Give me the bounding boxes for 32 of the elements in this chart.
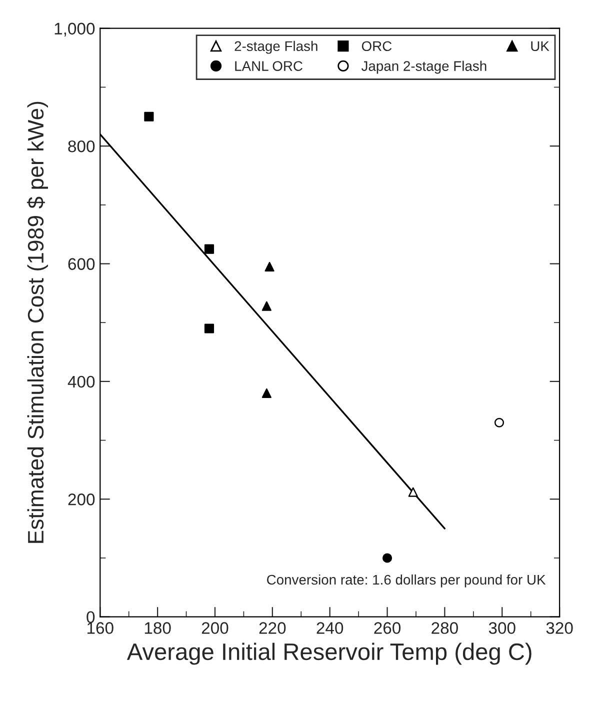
legend-label: 2-stage Flash (234, 40, 318, 54)
x-tick-label: 300 (488, 622, 516, 634)
x-tick-label: 240 (316, 622, 344, 634)
x-tick-label: 220 (259, 622, 286, 634)
y-tick-label: 0 (86, 611, 95, 624)
annotation: Conversion rate: 1.6 dollars per pound for UK (267, 574, 546, 588)
point (264, 262, 274, 272)
point (262, 388, 272, 398)
legend-label: Japan 2-stage Flash (361, 60, 486, 74)
y-tick-label: 1,000 (54, 22, 95, 37)
y-tick-label: 400 (68, 376, 95, 388)
x-axis-title: Average Initial Reservoir Temp (deg C) (126, 642, 532, 665)
point (204, 324, 214, 334)
y-tick-label: 600 (68, 258, 95, 270)
legend-label: LANL ORC (235, 61, 302, 71)
point (204, 244, 214, 254)
x-tick-label: 320 (546, 622, 573, 634)
point (408, 487, 418, 497)
y-tick-label: 800 (68, 140, 95, 152)
legend-label: UK (531, 41, 550, 52)
legend-label: ORC (362, 41, 392, 52)
point (144, 112, 154, 122)
x-tick-label: 260 (374, 622, 401, 634)
point (262, 301, 272, 311)
point (494, 418, 504, 428)
x-tick-label: 200 (202, 622, 228, 634)
y-tick-label: 200 (68, 494, 95, 506)
point (382, 553, 392, 563)
x-tick-label: 180 (144, 622, 171, 634)
x-tick-label: 280 (432, 622, 458, 634)
x-tick-label: 160 (88, 622, 114, 634)
y-axis-title: Estimated Stimulation Cost (1989 $ per kWe) (26, 102, 48, 543)
